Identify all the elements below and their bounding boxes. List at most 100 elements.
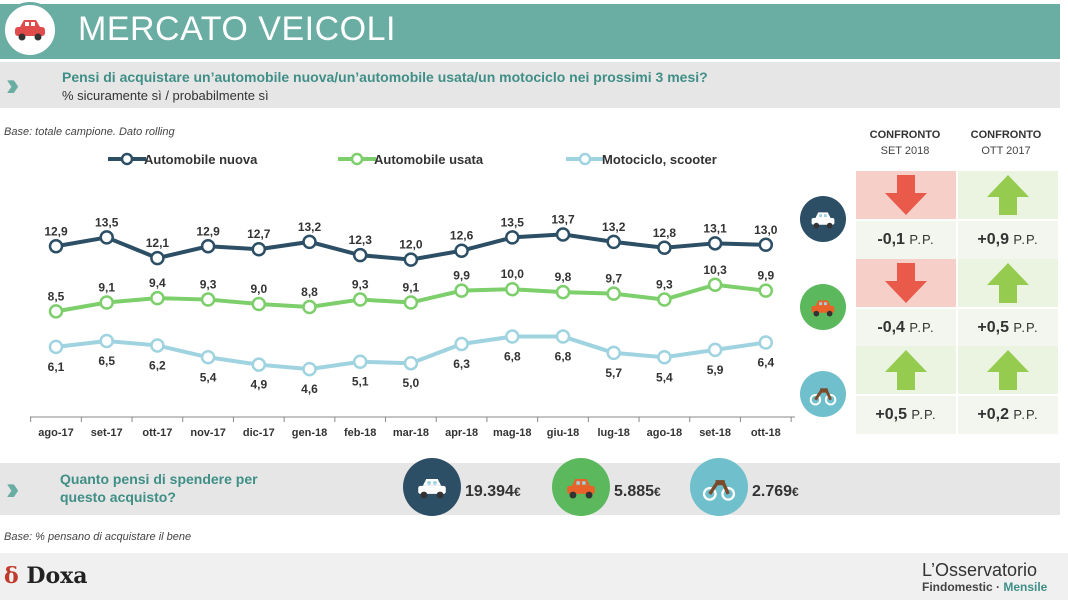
data-point — [302, 361, 317, 377]
data-point — [302, 299, 317, 315]
data-point — [403, 252, 419, 267]
data-label: 13,5 — [501, 215, 525, 229]
osservatorio-logo: L’Osservatorio — [922, 560, 1038, 580]
double-chevron-icon: ›› — [6, 470, 20, 506]
motorcycle-icon — [690, 458, 748, 516]
legend-marker — [350, 152, 364, 166]
data-label: 5,1 — [352, 375, 369, 389]
car-used-icon — [552, 458, 610, 516]
arrow-up-icon — [958, 259, 1058, 307]
data-label: 9,3 — [352, 278, 369, 292]
x-tick-label: mag-18 — [493, 427, 532, 439]
data-label: 4,9 — [250, 378, 267, 392]
data-point — [48, 239, 64, 254]
x-tick-label: set-17 — [91, 427, 123, 439]
spend-value: 2.769€ — [752, 483, 799, 500]
base-note: Base: totale campione. Dato rolling — [4, 126, 175, 138]
confronto-value: +0,5 P.P. — [958, 309, 1058, 347]
data-label: 12,9 — [44, 224, 68, 238]
data-point — [403, 295, 419, 310]
question-band — [0, 62, 1060, 108]
data-label: 12,8 — [653, 226, 677, 240]
legend-label: Motociclo, scooter — [602, 152, 717, 167]
data-label: 9,7 — [605, 272, 622, 286]
data-label: 12,6 — [450, 229, 474, 243]
data-label: 6,8 — [504, 350, 521, 364]
data-point — [99, 230, 114, 245]
data-label: 5,9 — [707, 363, 724, 377]
data-label: 12,1 — [146, 236, 170, 250]
data-point — [150, 338, 165, 353]
x-tick-label: apr-18 — [445, 427, 478, 439]
confronto-sub-1: SET 2018 — [880, 145, 930, 157]
data-point — [555, 329, 571, 344]
x-tick-label: set-18 — [699, 427, 731, 439]
spend-value: 5.885€ — [614, 483, 661, 500]
arrow-down-icon — [856, 259, 956, 307]
question-subtitle: % sicuramente sì / probabilmente sì — [62, 88, 269, 103]
data-label: 9,8 — [555, 270, 572, 284]
confronto-value: +0,5 P.P. — [856, 396, 956, 434]
data-point — [606, 234, 621, 250]
data-point — [403, 355, 419, 371]
chart-legend: Automobile nuova Automobile usata Motocicl… — [108, 152, 717, 167]
data-label: 9,0 — [250, 282, 267, 296]
confronto-value: -0,4 P.P. — [856, 309, 956, 347]
data-label: 5,4 — [200, 370, 217, 384]
arrow-up-icon — [856, 346, 956, 394]
data-point — [48, 339, 64, 355]
data-label: 13,2 — [298, 220, 322, 234]
x-tick-label: nov-17 — [190, 427, 225, 439]
data-point — [707, 277, 723, 293]
car-new-icon — [403, 458, 461, 516]
osservatorio-sub: Findomestic · Mensile — [922, 580, 1048, 594]
confronto-value: +0,2 P.P. — [958, 396, 1058, 434]
data-label: 9,9 — [757, 269, 774, 283]
data-point — [99, 295, 114, 310]
data-point — [251, 357, 267, 372]
x-tick-label: ott-18 — [751, 427, 781, 439]
data-label: 9,1 — [403, 281, 420, 295]
confronto-sub-2: OTT 2017 — [981, 145, 1031, 157]
data-label: 8,5 — [48, 289, 65, 303]
data-point — [657, 350, 672, 365]
spend-band — [0, 463, 1060, 515]
data-point — [657, 240, 672, 256]
data-label: 9,3 — [656, 278, 673, 292]
data-point — [454, 283, 469, 298]
legend-marker — [120, 152, 134, 166]
data-point — [302, 234, 317, 250]
data-label: 5,7 — [605, 366, 622, 380]
data-point — [150, 250, 165, 266]
data-point — [555, 227, 571, 242]
header-bar — [0, 4, 1060, 59]
arrow-up-icon — [958, 171, 1058, 219]
data-point — [200, 292, 216, 307]
data-label: 6,8 — [555, 350, 572, 364]
data-label: 12,3 — [349, 233, 373, 247]
motorcycle-icon — [800, 371, 846, 417]
data-point — [657, 292, 672, 307]
x-tick-label: ago-17 — [38, 427, 73, 439]
data-point — [505, 281, 520, 297]
data-label: 13,7 — [551, 212, 575, 226]
x-tick-label: ago-18 — [647, 427, 682, 439]
data-label: 10,0 — [501, 267, 525, 281]
data-label: 9,1 — [98, 281, 115, 295]
data-label: 12,7 — [247, 227, 271, 241]
data-label: 8,8 — [301, 285, 318, 299]
data-label: 4,6 — [301, 382, 318, 396]
data-label: 13,5 — [95, 215, 119, 229]
data-label: 6,1 — [48, 360, 65, 374]
data-point — [99, 333, 114, 349]
data-point — [505, 230, 520, 245]
data-label: 5,4 — [656, 370, 673, 384]
x-tick-label: feb-18 — [344, 427, 376, 439]
x-tick-label: ott-17 — [142, 427, 172, 439]
data-label: 6,3 — [453, 357, 470, 371]
data-point — [606, 345, 621, 361]
data-label: 9,3 — [200, 278, 217, 292]
data-point — [555, 284, 571, 300]
data-point — [707, 342, 723, 358]
arrow-down-icon — [856, 171, 956, 219]
